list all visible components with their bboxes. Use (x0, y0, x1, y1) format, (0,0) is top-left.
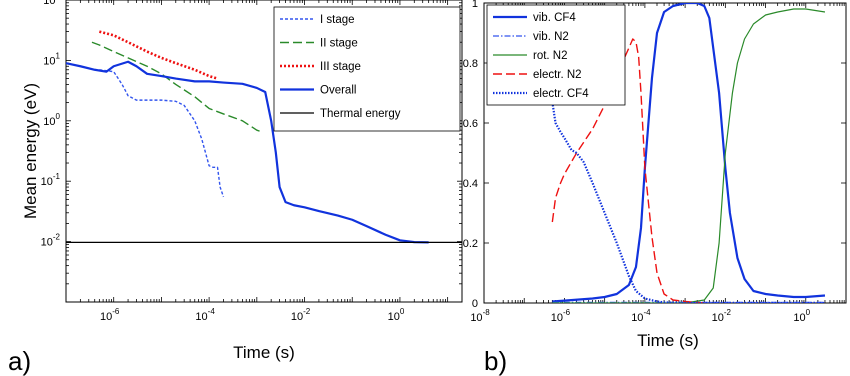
legend-label: electr. N2 (533, 69, 582, 81)
x-tick-label: 10-6 (551, 308, 571, 324)
panel-a: 10-6 10-4 10-2 100 102 101 100 10-1 10-2 Time (s)… (8, 0, 463, 376)
series-group (551, 3, 826, 303)
x-axis-label: Time (s) (637, 331, 699, 350)
y-tick-label: 1 (472, 0, 478, 10)
y-tick-label: 102 (43, 0, 60, 7)
x-tick-label: 10-2 (712, 308, 732, 324)
y-tick-label: 10-2 (41, 233, 61, 249)
legend-label: rot. N2 (533, 50, 568, 62)
x-tick-label: 100 (388, 307, 405, 323)
y-axis-ticks (66, 0, 462, 303)
series-line-4 (551, 101, 825, 303)
y-tick-label: 100 (43, 112, 60, 128)
series-group (66, 30, 462, 244)
series-line-0 (552, 3, 826, 303)
y-tick-label: 10-1 (41, 172, 61, 188)
legend-label: vib. N2 (533, 31, 569, 43)
legend-box (273, 6, 461, 132)
series-line-3 (66, 60, 429, 244)
y-axis-label: Mean energy (eV) (21, 83, 40, 219)
series-line-2 (552, 8, 826, 303)
x-axis-ticks (65, 0, 463, 302)
x-tick-label: 10-4 (195, 307, 215, 323)
x-tick-label: 100 (793, 308, 810, 324)
x-tick-label: 10-8 (470, 308, 490, 324)
y-tick-label: 0.4 (463, 178, 478, 190)
legend: vib. CF4 vib. N2 rot. N2 electr. N2 electr. … (486, 4, 626, 106)
legend-label: Overall (320, 85, 356, 97)
legend-label: Thermal energy (320, 108, 401, 120)
x-axis-label: Time (s) (233, 343, 295, 362)
series-line-1 (91, 41, 263, 133)
legend: I stage II stage III stage Overall Thermal e… (273, 6, 461, 132)
panel-b: 10-8 10-6 10-4 10-2 100 0 0.2 0.4 0.6 0.8 1 Time (s… (463, 0, 847, 376)
series-line-2 (99, 30, 218, 80)
y-tick-label: 101 (43, 51, 60, 67)
y-tick-label: 0.2 (463, 238, 478, 250)
panel-label: a) (8, 346, 31, 376)
legend-label: vib. CF4 (533, 12, 576, 24)
y-tick-label: 0.6 (463, 118, 478, 130)
series-line-0 (99, 69, 225, 198)
x-tick-label: 10-2 (291, 307, 311, 323)
y-tick-label: 0.8 (463, 58, 478, 70)
legend-label: II stage (320, 38, 358, 50)
series-line-3 (551, 38, 705, 303)
legend-label: I stage (320, 14, 355, 26)
legend-label: electr. CF4 (533, 88, 589, 100)
y-tick-label: 0 (472, 298, 478, 310)
panel-label: b) (484, 346, 507, 376)
x-tick-label: 10-6 (100, 307, 120, 323)
legend-label: III stage (320, 61, 361, 73)
x-tick-label: 10-4 (631, 308, 651, 324)
